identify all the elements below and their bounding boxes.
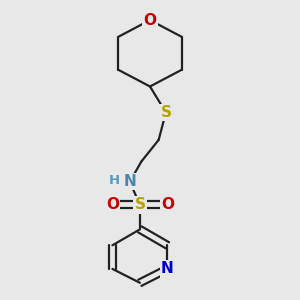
Text: N: N — [123, 174, 136, 189]
Text: O: O — [106, 197, 119, 212]
Text: H: H — [108, 174, 119, 187]
Text: S: S — [134, 197, 146, 212]
Text: O: O — [143, 13, 157, 28]
Text: H: H — [107, 175, 119, 189]
Text: S: S — [160, 105, 171, 120]
Text: O: O — [161, 197, 174, 212]
Text: N: N — [161, 261, 174, 276]
